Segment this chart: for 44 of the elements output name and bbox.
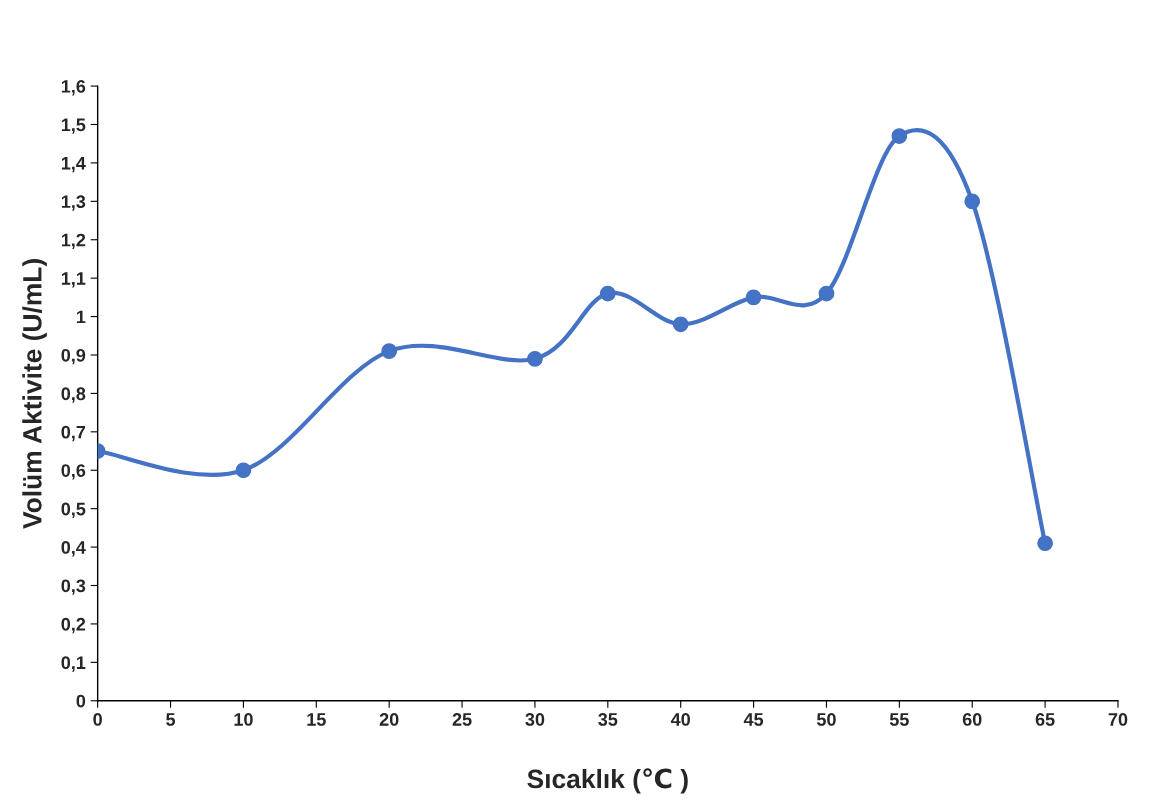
point: [1037, 535, 1053, 552]
point: [745, 289, 762, 306]
y-tick-label: 1,2: [61, 233, 86, 250]
y-tick-label: 0,3: [61, 579, 86, 595]
x-tick-label: 35: [598, 713, 618, 726]
x-tick-label: 10: [234, 713, 253, 726]
x-tick-label: 55: [889, 713, 909, 726]
y-tick-label: 1,3: [61, 195, 86, 211]
x-tick-label: 20: [379, 713, 399, 726]
point: [235, 462, 252, 479]
point: [964, 193, 981, 210]
y-tick-label: 0,1: [61, 656, 86, 672]
y-axis-title: Volüm Aktivite (U/mL): [22, 259, 47, 529]
x-tick-label: 60: [962, 713, 982, 726]
y-tick-label: 0,2: [61, 617, 86, 634]
x-tick-label: 70: [1108, 713, 1128, 726]
y-tick-label: 1,1: [61, 272, 86, 288]
x-tick-label: 0: [93, 713, 102, 726]
point: [672, 316, 689, 333]
y-tick-label: 1,5: [61, 118, 86, 134]
point: [818, 285, 835, 302]
y-tick-label: 0,5: [61, 502, 86, 519]
y-tick-label: 1,4: [61, 157, 86, 173]
y-tick-label: 1: [76, 310, 86, 324]
x-tick-label: 65: [1035, 713, 1055, 726]
y-tick-label: 0: [76, 694, 86, 708]
x-tick-label: 50: [816, 713, 836, 726]
x-tick-label: 40: [670, 713, 690, 726]
y-tick-label: 0,8: [61, 387, 86, 403]
y-tick-label: 0,6: [61, 464, 86, 480]
y-tick-label: 0,4: [61, 541, 86, 557]
y-tick-label: 1,6: [61, 80, 86, 96]
x-tick-label: 15: [307, 713, 326, 726]
x-tick-label: 45: [743, 713, 764, 726]
x-tick-label: 30: [525, 713, 545, 726]
point: [527, 350, 543, 367]
point: [599, 285, 616, 302]
point: [381, 343, 398, 360]
y-tick-label: 0,7: [61, 425, 86, 442]
point: [891, 128, 908, 144]
x-tick-label: 25: [452, 713, 472, 726]
x-axis-title: Sıcaklık (℃ ): [527, 768, 688, 794]
x-tick-label: 5: [166, 713, 176, 726]
y-tick-label: 0,9: [61, 348, 86, 365]
